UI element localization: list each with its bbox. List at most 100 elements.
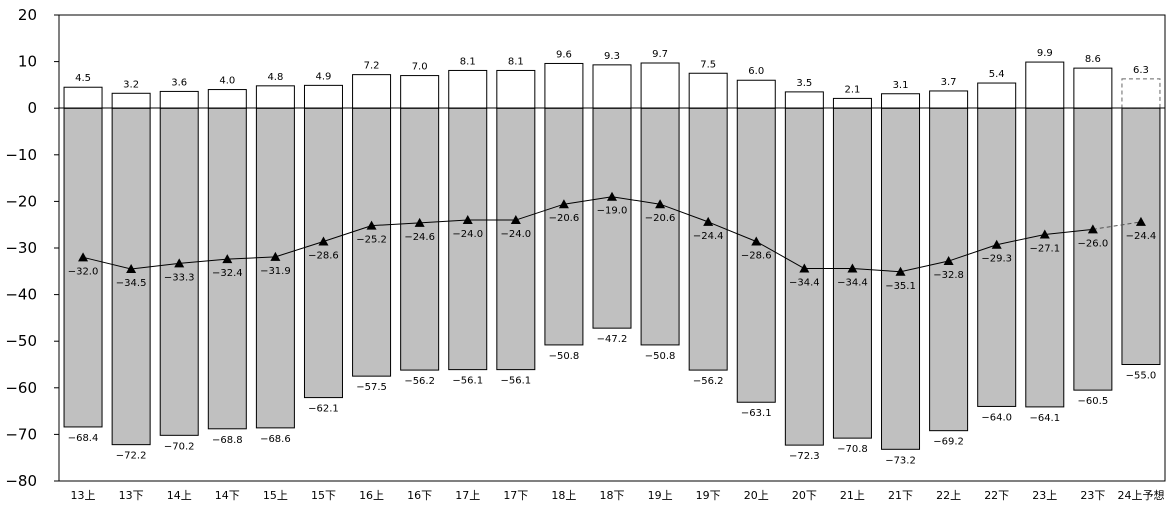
- y-tick-label: −30: [5, 239, 37, 257]
- line-marker: [943, 256, 954, 266]
- negative-bar: [1025, 107, 1065, 408]
- line-data-label: −29.3: [981, 254, 1012, 265]
- positive-data-label: 6.0: [748, 66, 764, 77]
- line-data-label: −32.4: [212, 268, 243, 279]
- negative-bar: [736, 107, 776, 403]
- x-tick-label: 17上: [455, 489, 480, 502]
- line-data-label: −24.4: [693, 231, 724, 242]
- positive-value-labels: 4.5 3.2 3.6 4.0 4.8 4.9 7.2 7.0 8.1 8.1 9.6 9.3 9.7 7…: [75, 48, 1149, 95]
- line-segment: [419, 219, 468, 224]
- positive-data-label: 3.5: [796, 78, 812, 89]
- negative-data-label: −70.8: [837, 444, 868, 455]
- line-data-label: −20.6: [549, 213, 580, 224]
- line-data-label: −20.6: [645, 213, 676, 224]
- positive-bar: [784, 91, 824, 109]
- y-tick-label: −80: [5, 472, 37, 490]
- line-marker: [174, 258, 185, 268]
- positive-data-label: 4.8: [267, 72, 283, 83]
- x-tick-label: 17下: [503, 489, 528, 502]
- positive-bar: [640, 62, 680, 109]
- line-marker: [366, 220, 377, 230]
- positive-data-label: 9.7: [652, 49, 668, 60]
- line-segment: [611, 196, 661, 205]
- x-tick-label: 21上: [840, 489, 865, 502]
- line-marker: [126, 263, 137, 273]
- positive-data-label: 6.3: [1133, 65, 1149, 76]
- y-tick-label: −60: [5, 379, 37, 397]
- line-marker: [847, 263, 858, 273]
- line-value-labels: −32.0 −34.5 −33.3 −32.4 −31.9 −28.6 −25.2 −24.6…: [68, 206, 1157, 292]
- negative-bar: [784, 107, 824, 446]
- line-segment: [1044, 228, 1093, 235]
- negative-bar: [63, 107, 103, 428]
- line-data-label: −33.3: [164, 272, 195, 283]
- negative-data-label: −72.2: [116, 451, 147, 462]
- negative-bar: [496, 107, 536, 371]
- negative-data-label: −47.2: [597, 334, 628, 345]
- line-segment: [179, 258, 228, 264]
- negative-bar: [1121, 107, 1161, 365]
- negative-bar: [448, 107, 488, 371]
- line-segment: [707, 221, 757, 242]
- x-tick-label: 13上: [71, 489, 96, 502]
- line-marker: [462, 215, 473, 225]
- line-series: [78, 191, 1146, 276]
- negative-data-label: −63.1: [741, 408, 772, 419]
- x-tick-label: 23上: [1032, 489, 1057, 502]
- line-data-label: −28.6: [741, 250, 772, 261]
- positive-data-label: 7.5: [700, 59, 716, 70]
- line-segment: [996, 233, 1045, 246]
- line-marker: [1039, 229, 1050, 239]
- positive-bar: [255, 85, 295, 109]
- negative-data-label: −73.2: [885, 455, 916, 466]
- line-data-label: −25.2: [356, 235, 387, 246]
- line-data-label: −24.0: [500, 229, 531, 240]
- x-tick-label: 21下: [888, 489, 913, 502]
- positive-bar: [544, 62, 584, 109]
- line-marker: [78, 252, 89, 262]
- line-segment: [227, 256, 276, 260]
- x-tick-label: 19上: [648, 489, 673, 502]
- line-data-label: −19.0: [597, 206, 628, 217]
- positive-bars: [63, 61, 1161, 109]
- negative-data-label: −68.8: [212, 435, 243, 446]
- y-tick-label: −10: [5, 146, 37, 164]
- positive-bar: [832, 97, 872, 109]
- line-segment: [323, 225, 372, 242]
- negative-data-label: −57.5: [356, 382, 387, 393]
- positive-bar: [1073, 67, 1113, 109]
- line-data-label: −32.0: [68, 266, 99, 277]
- negative-value-labels: −68.4 −72.2 −70.2 −68.8 −68.6 −62.1 −57.5 −56.2…: [68, 334, 1157, 466]
- y-tick-label: 0: [27, 99, 37, 117]
- line-marker: [607, 191, 617, 201]
- negative-data-label: −68.6: [260, 434, 291, 445]
- line-marker: [895, 266, 906, 276]
- line-segment: [515, 203, 565, 221]
- line-marker: [655, 199, 666, 209]
- line-marker: [1087, 224, 1098, 234]
- line-data-label: −31.9: [260, 266, 291, 277]
- positive-bar: [592, 64, 632, 109]
- line-segment: [563, 196, 613, 205]
- line-segment: [756, 241, 805, 269]
- line-segment: [852, 268, 901, 273]
- line-data-label: −24.6: [404, 232, 435, 243]
- line-data-label: −35.1: [885, 281, 916, 292]
- positive-bar: [111, 92, 151, 109]
- positive-data-label: 9.3: [604, 51, 620, 62]
- line-marker: [751, 236, 762, 246]
- positive-bar: [63, 86, 103, 109]
- positive-bar: [688, 72, 728, 109]
- negative-data-label: −56.1: [452, 376, 483, 387]
- positive-data-label: 5.4: [989, 69, 1005, 80]
- positive-bar: [207, 89, 247, 109]
- line-segment: [900, 260, 949, 273]
- positive-data-label: 4.9: [316, 71, 332, 82]
- negative-data-label: −70.2: [164, 441, 195, 452]
- positive-data-label: 3.6: [171, 77, 187, 88]
- line-marker: [318, 236, 329, 246]
- negative-bar: [977, 107, 1017, 407]
- x-tick-label: 19下: [696, 489, 721, 502]
- positive-data-label: 4.5: [75, 73, 91, 84]
- line-segment: [371, 222, 420, 227]
